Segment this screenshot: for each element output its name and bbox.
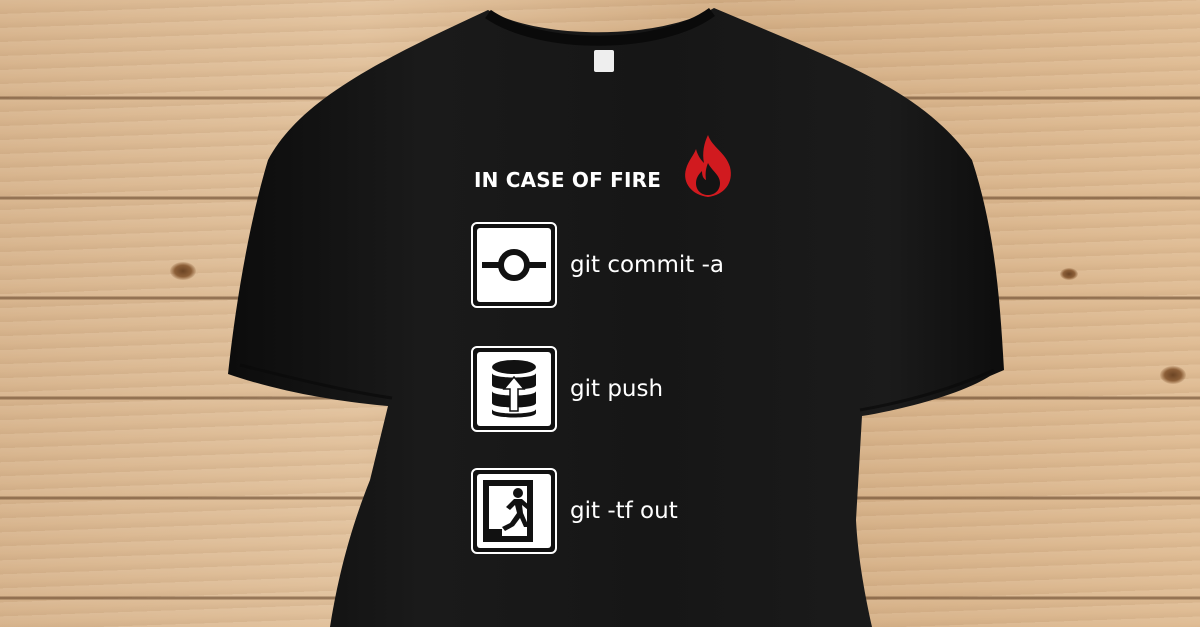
sign-face — [477, 474, 551, 548]
headline: IN CASE OF FIRE — [474, 168, 662, 192]
tshirt-fold — [859, 368, 995, 412]
step-command: git -tf out — [570, 498, 678, 524]
tshirt-collar — [485, 7, 715, 46]
step-commit: git commit -a — [471, 222, 724, 308]
sign-face — [477, 228, 551, 302]
wood-knot — [1060, 268, 1078, 280]
database-push-icon — [492, 360, 536, 418]
sign-face — [477, 352, 551, 426]
commit-sign — [471, 222, 557, 308]
emergency-exit-icon — [483, 480, 533, 542]
step-command: git push — [570, 376, 664, 402]
push-sign — [471, 346, 557, 432]
step-command: git commit -a — [570, 252, 724, 278]
tshirt-body — [228, 8, 1004, 627]
step-push: git push — [471, 346, 663, 432]
wood-knot — [170, 262, 196, 280]
wood-knot — [1160, 366, 1186, 384]
step-exit: git -tf out — [471, 468, 678, 554]
flame-icon — [685, 135, 731, 197]
exit-sign — [471, 468, 557, 554]
tshirt-fold — [239, 363, 393, 400]
shirt-tag — [594, 50, 614, 72]
commit-icon — [482, 249, 546, 281]
